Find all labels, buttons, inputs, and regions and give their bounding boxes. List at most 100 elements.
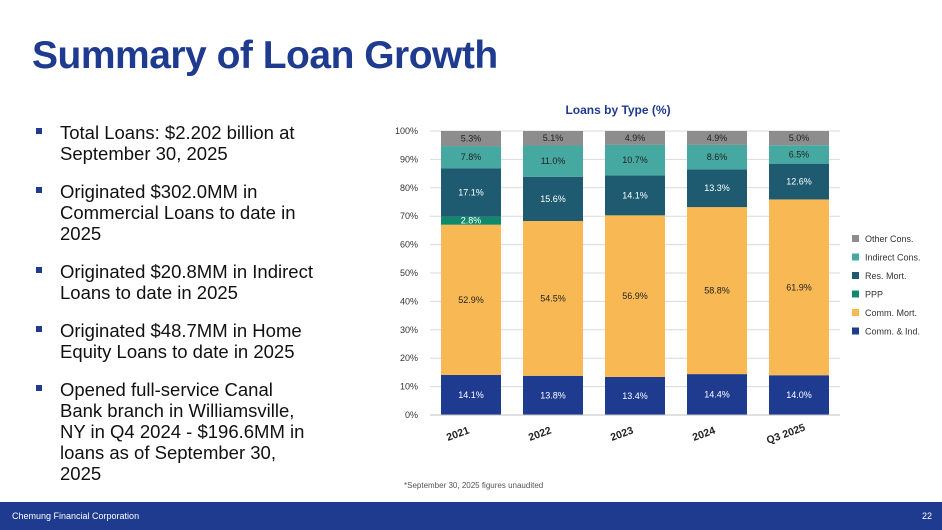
footer-bar: Chemung Financial Corporation 22 [0,502,942,530]
bar-data-label: 54.5% [540,293,566,303]
bar-data-label: 4.9% [625,133,646,143]
legend-swatch [852,309,859,316]
bar-data-label: 15.6% [540,194,566,204]
bar-segment [605,175,665,216]
bullet-list: Total Loans: $2.202 billion at September… [36,122,316,501]
bar-segment [441,224,501,375]
bar-segment [605,131,665,145]
bar-segment [523,131,583,146]
y-tick-label: 100% [395,126,418,136]
bar-segment [523,221,583,376]
legend-swatch [852,235,859,242]
bar-data-label: 13.8% [540,390,566,400]
bar-data-label: 11.0% [541,156,566,166]
bar-segment [687,131,747,145]
legend-swatch [852,253,859,261]
bar-data-label: 14.1% [458,390,484,400]
y-tick-label: 0% [405,410,418,420]
bar-segment [441,374,501,415]
bullet-square-icon [36,326,42,332]
chart-title: Loans by Type (%) [565,103,670,117]
bullet-item: Opened full-service Canal Bank branch in… [36,379,316,484]
page-number: 22 [921,511,932,521]
bullet-square-icon [36,385,42,391]
x-tick-label: 2021 [445,424,471,443]
y-tick-label: 10% [400,382,418,392]
bar-segment [441,146,501,169]
bar-data-label: 14.1% [622,190,648,200]
bar-segment [687,207,747,375]
legend-label: Indirect Cons. [865,253,920,263]
legend-swatch [852,327,859,335]
bullet-item: Originated $20.8MM in Indirect Loans to … [36,261,316,303]
bar-data-label: 7.8% [461,152,482,162]
legend-label: Other Cons. [865,234,914,244]
page-title: Summary of Loan Growth [32,34,498,77]
legend-label: Comm. & Ind. [865,327,920,337]
bar-data-label: 4.9% [707,133,728,143]
legend-swatch [852,290,859,298]
bar-segment [769,131,829,146]
bullet-square-icon [36,128,42,134]
legend-label: PPP [865,290,883,300]
legend-label: Res. Mort. [865,271,907,281]
bullet-text: Originated $48.7MM in Home Equity Loans … [60,320,302,362]
x-tick-label: Q3 2025 [765,422,807,447]
company-name: Chemung Financial Corporation [12,511,140,521]
bullet-text: Opened full-service Canal Bank branch in… [60,379,305,484]
y-tick-label: 70% [400,211,418,221]
bar-data-label: 8.6% [707,152,728,162]
y-tick-label: 50% [400,268,418,278]
bar-data-label: 5.0% [789,133,810,143]
bullet-square-icon [36,267,42,273]
bullet-item: Total Loans: $2.202 billion at September… [36,122,316,164]
bar-segment [769,375,829,415]
bar-data-label: 5.1% [543,133,564,143]
bar-segment [605,376,665,415]
bar-segment [687,374,747,415]
bar-segment [605,144,665,176]
bar-segment [769,145,829,164]
loans-by-type-chart: Loans by Type (%) 0% 10% 20% 30% 40% 50% 60% 70%… [395,103,920,447]
y-tick-label: 90% [400,154,418,164]
bar-data-label: 61.9% [786,282,812,292]
y-tick-label: 80% [400,183,418,193]
legend-label: Comm. Mort. [865,308,917,318]
y-tick-label: 30% [400,325,418,335]
bar-data-label: 13.4% [622,391,648,401]
x-tick-label: 2024 [691,424,717,443]
bar-data-label: 5.3% [461,134,482,144]
bullet-item: Originated $48.7MM in Home Equity Loans … [36,320,316,362]
bar-data-label: 10.7% [622,155,648,165]
bar-data-label: 56.9% [622,291,648,301]
bar-data-label: 2.8% [461,216,482,226]
x-tick-label: 2022 [527,424,553,443]
bar-data-label: 52.9% [458,295,484,305]
bar-segment [687,169,747,208]
bar-segment [769,199,829,376]
bar-segment [769,163,829,200]
bar-data-label: 17.1% [458,187,484,197]
bar-segment [441,168,501,217]
bullet-text: Originated $20.8MM in Indirect Loans to … [60,261,313,303]
legend-swatch [852,272,859,279]
bar-segment [605,215,665,377]
y-tick-label: 20% [400,353,418,363]
footnote: *September 30, 2025 figures unaudited [404,481,544,490]
bullet-item: Originated $302.0MM in Commercial Loans … [36,181,316,244]
bullet-text: Originated $302.0MM in Commercial Loans … [60,181,296,244]
bar-data-label: 13.3% [704,183,730,193]
bar-data-label: 14.4% [704,390,730,400]
x-tick-label: 2023 [609,424,635,443]
bar-data-label: 12.6% [786,177,812,187]
bar-segment [523,176,583,222]
bar-segment [523,145,583,177]
bar-segment [523,375,583,415]
bar-segment [687,144,747,170]
y-tick-label: 40% [400,296,418,306]
bullet-text: Total Loans: $2.202 billion at September… [60,122,295,164]
bullet-square-icon [36,187,42,193]
y-tick-label: 60% [400,240,418,250]
bar-data-label: 14.0% [786,390,812,400]
bar-data-label: 6.5% [789,149,810,159]
